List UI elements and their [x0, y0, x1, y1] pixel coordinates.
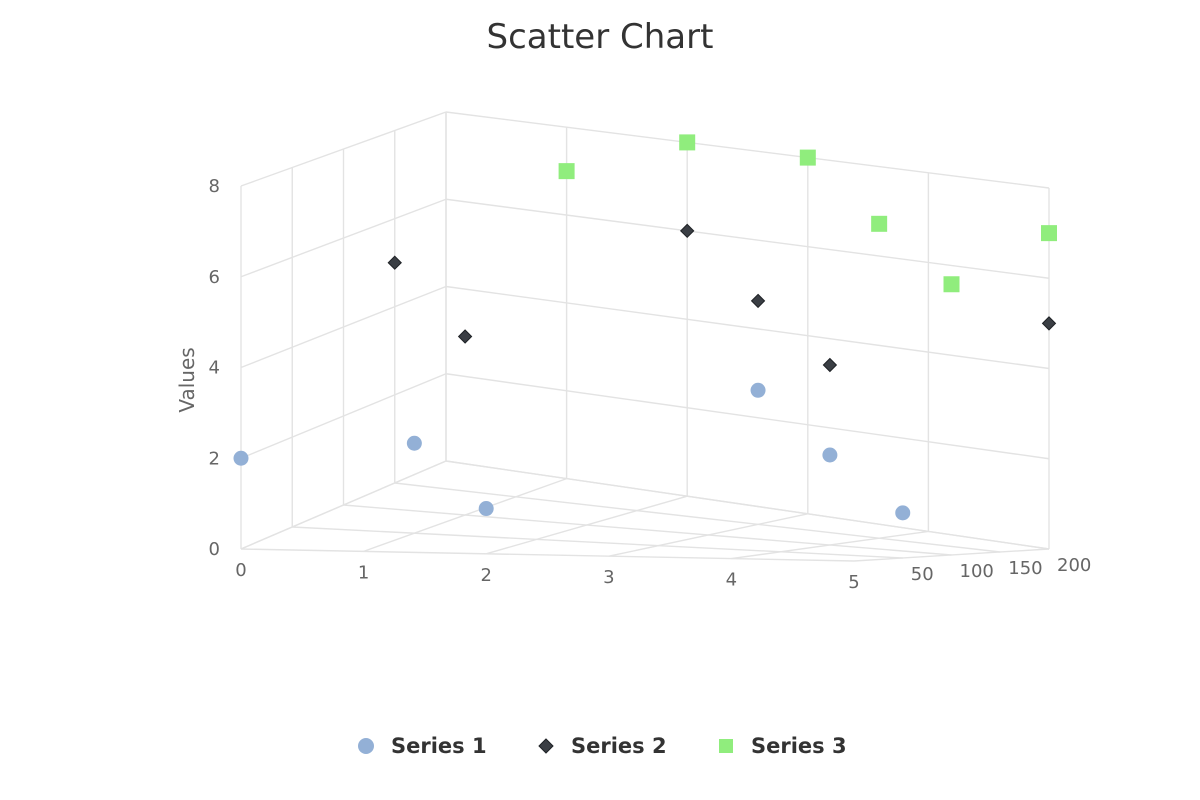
legend-item-series-2[interactable]: Series 2	[538, 734, 667, 758]
y-tick-label: 4	[209, 358, 220, 379]
series-2-points	[387, 223, 1057, 373]
series-1-point	[750, 382, 766, 398]
back-wall-grid-line	[445, 285, 1050, 370]
side-wall-grid-line	[240, 285, 447, 369]
side-wall-grid-line	[240, 198, 447, 278]
legend-marker-series-2	[538, 738, 554, 754]
x-tick-label: 5	[848, 572, 859, 593]
z-tick-label: 200	[1057, 555, 1091, 576]
series-1-point	[233, 450, 249, 466]
series-2-point	[387, 255, 402, 270]
back-wall-grid-line	[445, 111, 1050, 189]
floor-grid-line	[394, 482, 1001, 553]
series-2-point	[1041, 316, 1057, 331]
floor-grid-line	[343, 504, 952, 556]
y-axis-title: Values	[175, 347, 199, 412]
chart-title: Scatter Chart	[487, 17, 714, 57]
series-3-points	[558, 134, 1057, 293]
grid-lines	[240, 111, 1050, 562]
y-tick-label: 0	[209, 539, 220, 560]
legend-marker-series-3	[719, 739, 733, 753]
series-2-point	[457, 329, 473, 344]
floor-grid-line	[292, 526, 903, 559]
back-wall-grid-line	[445, 373, 1050, 460]
series-1-point	[478, 501, 494, 517]
legend-item-series-1[interactable]: Series 1	[358, 734, 487, 758]
series-3-point	[558, 163, 575, 180]
legend-marker-series-1	[358, 738, 374, 754]
series-1-point	[822, 447, 838, 463]
legend-label-series-1: Series 1	[391, 734, 487, 758]
side-wall-grid-line	[240, 111, 447, 187]
z-tick-label: 100	[960, 561, 994, 582]
series-1-point	[406, 435, 422, 451]
legend-item-series-3[interactable]: Series 3	[719, 734, 847, 758]
series-2-point	[822, 357, 838, 373]
y-tick-label: 8	[209, 176, 220, 197]
legend-label-series-3: Series 3	[751, 734, 847, 758]
series-2-point	[679, 223, 695, 239]
series-3-point	[799, 149, 816, 166]
side-wall-grid-line	[240, 460, 447, 550]
back-wall-grid-line	[445, 198, 1050, 279]
series-3-point	[679, 134, 696, 151]
series-3-point	[943, 276, 960, 293]
side-wall-grid-line	[240, 373, 447, 459]
floor-grid-line	[240, 548, 855, 562]
data-points	[233, 134, 1057, 521]
x-tick-label: 3	[603, 567, 614, 588]
z-tick-label: 50	[911, 564, 934, 585]
legend-label-series-2: Series 2	[571, 734, 667, 758]
x-tick-label: 0	[235, 560, 246, 581]
series-1-point	[895, 505, 911, 521]
series-3-point	[1041, 225, 1057, 242]
x-tick-label: 4	[726, 570, 737, 591]
legend: Series 1 Series 2 Series 3	[358, 734, 847, 758]
series-1-points	[233, 382, 911, 521]
y-tick-label: 2	[209, 448, 220, 469]
z-tick-label: 150	[1008, 558, 1042, 579]
series-3-point	[871, 215, 888, 232]
x-tick-label: 1	[358, 562, 369, 583]
back-wall-grid-line	[445, 460, 1050, 550]
x-tick-label: 2	[480, 565, 491, 586]
series-2-point	[750, 293, 766, 309]
y-tick-label: 6	[209, 267, 220, 288]
